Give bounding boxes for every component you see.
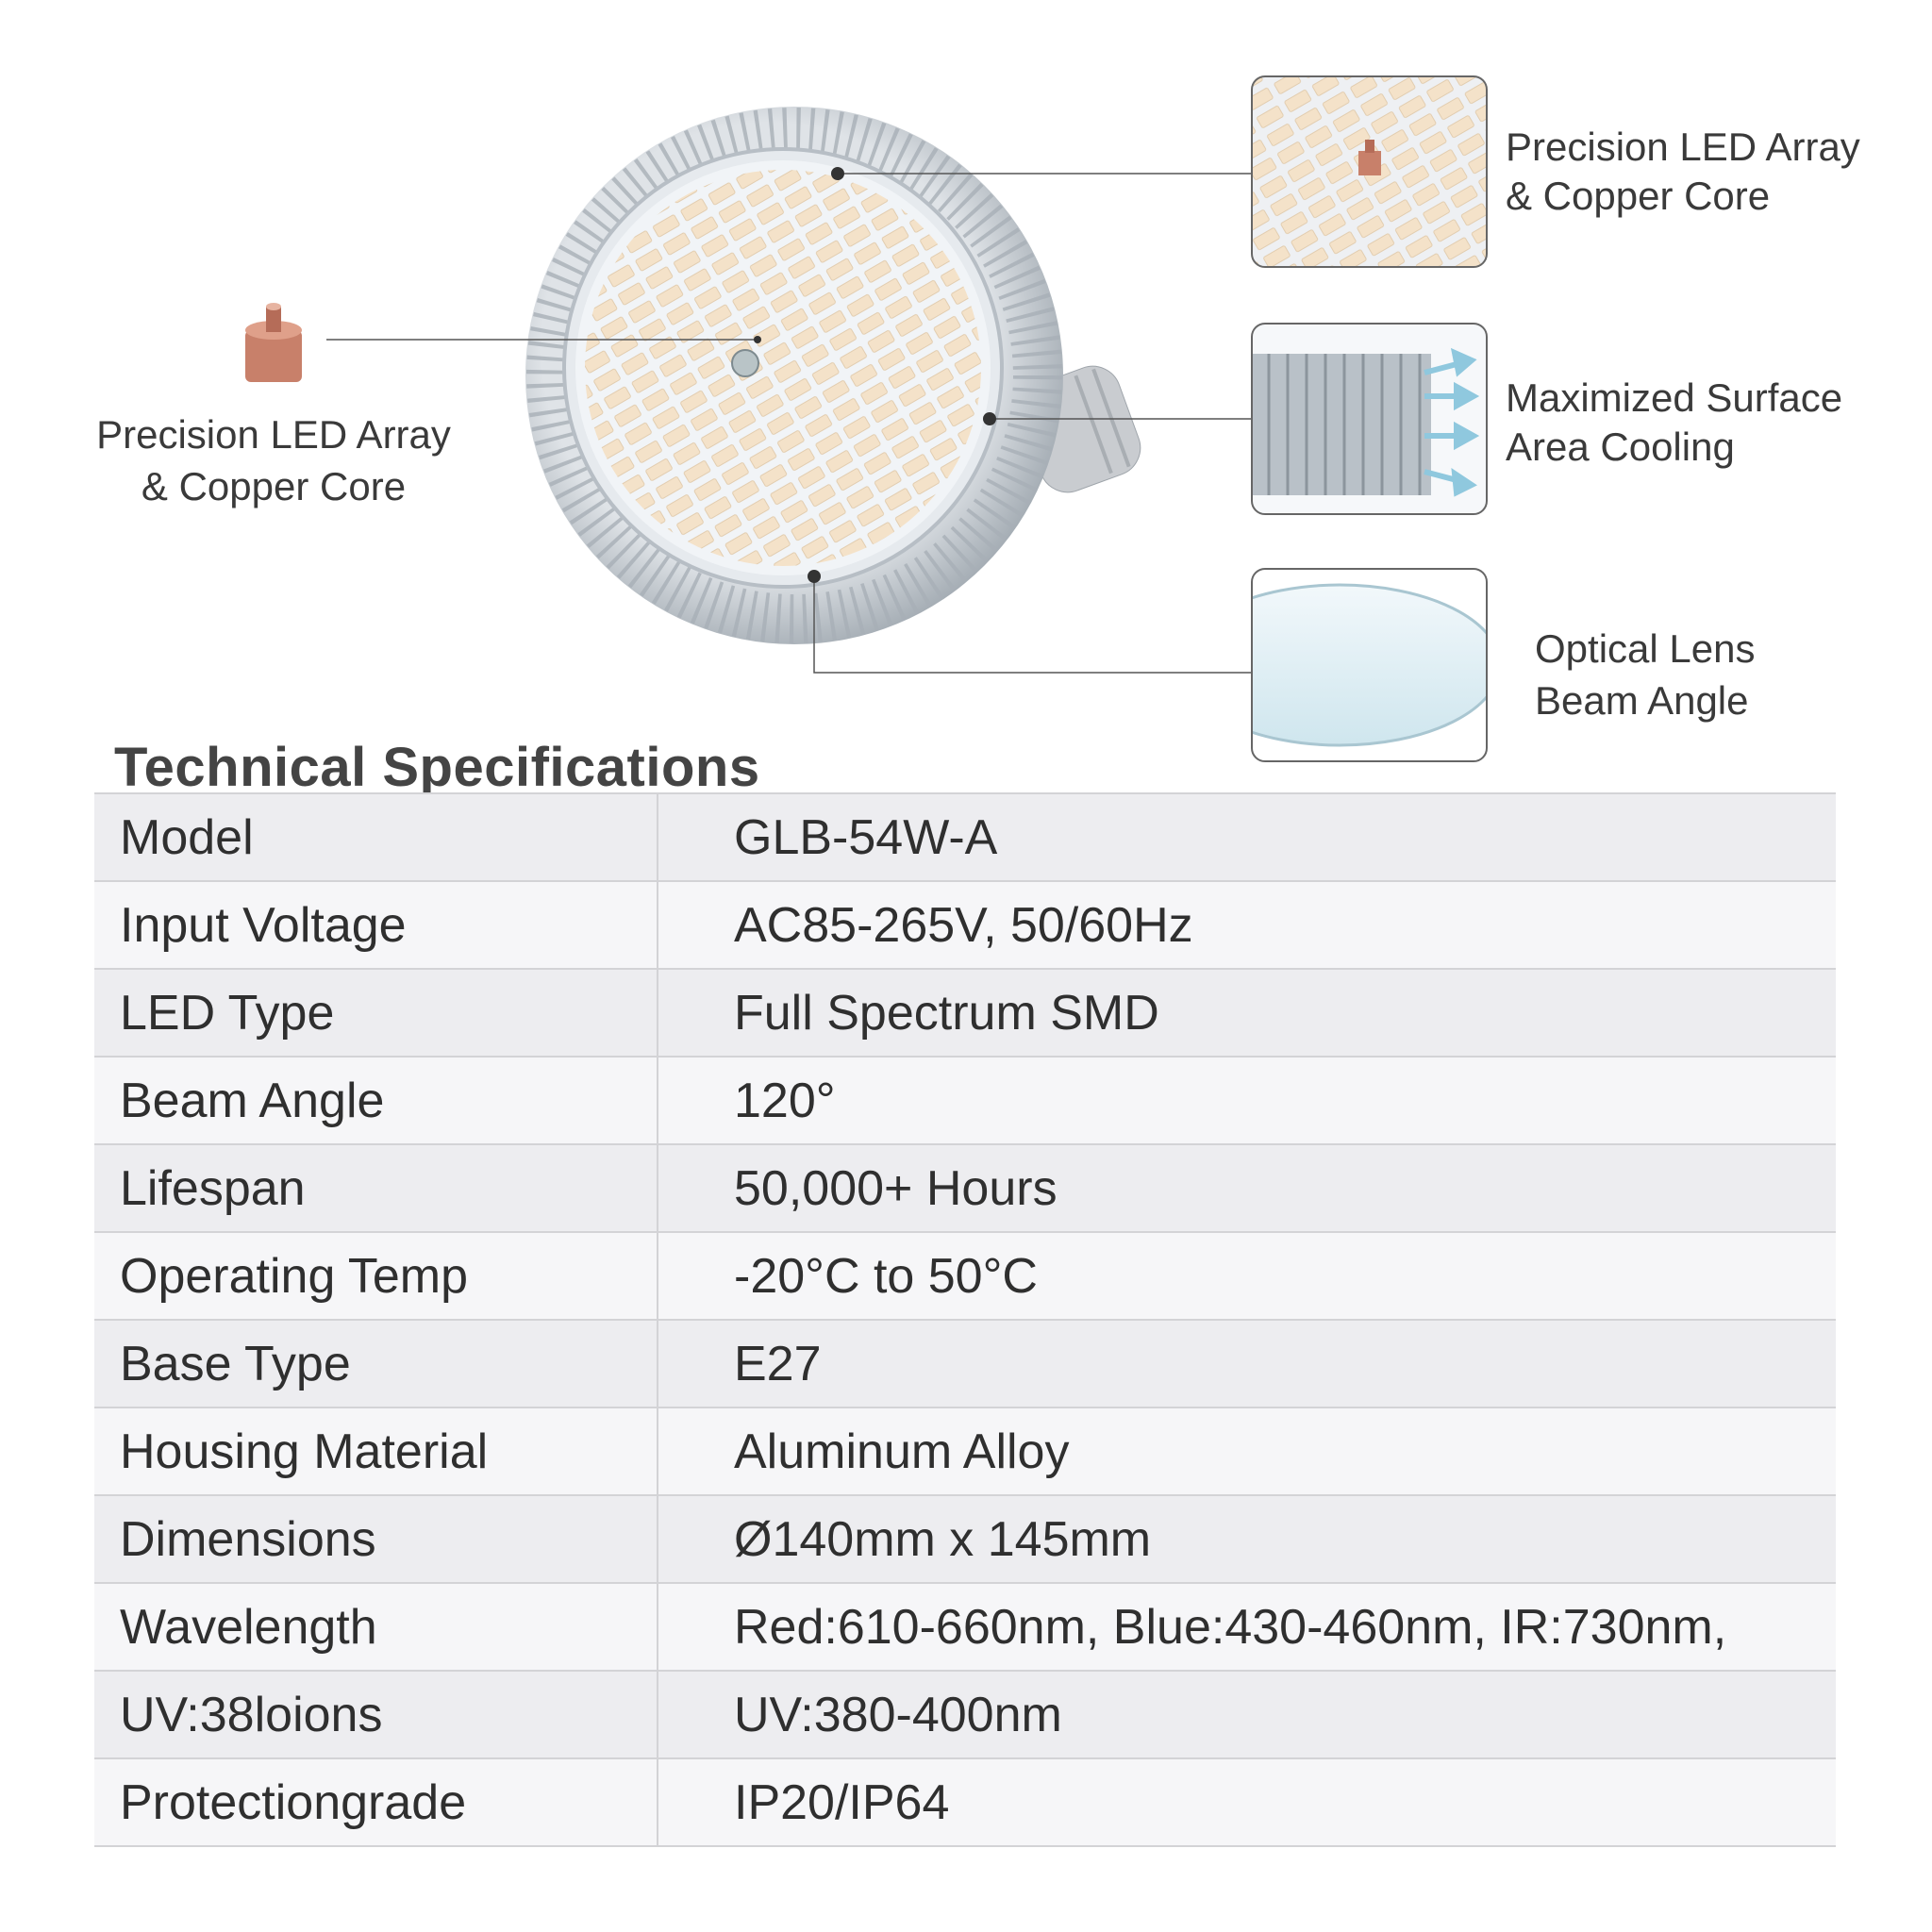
- label-cell: Operating Temp: [94, 1233, 658, 1319]
- spec-value: 50,000+ Hours: [734, 1160, 1058, 1216]
- label-cell: Model: [94, 794, 658, 880]
- callout-line: Optical Lens: [1535, 626, 1755, 671]
- spec-value: Ø140mm x 145mm: [734, 1511, 1152, 1567]
- spec-value: Aluminum Alloy: [734, 1424, 1070, 1479]
- callout-line: Precision LED Array: [96, 412, 451, 457]
- table-row: Operating Temp -20°C to 50°C: [94, 1233, 1836, 1321]
- table-row: Beam Angle 120°: [94, 1058, 1836, 1145]
- callout-line: & Copper Core: [1506, 174, 1770, 218]
- leader-lines: [326, 173, 1252, 674]
- detail-fins: [1252, 324, 1487, 514]
- spec-value: UV:380-400nm: [734, 1687, 1062, 1742]
- spec-label: Base Type: [120, 1336, 351, 1391]
- spec-label: Protectiongrade: [120, 1774, 467, 1830]
- copper-icon: [245, 303, 302, 382]
- table-row: Lifespan 50,000+ Hours: [94, 1145, 1836, 1233]
- spec-value: 120°: [734, 1073, 836, 1128]
- label-cell: UV:38loions: [94, 1672, 658, 1757]
- table-row: Protectiongrade IP20/IP64: [94, 1759, 1836, 1847]
- table-row: Base Type E27: [94, 1321, 1836, 1408]
- section-title: Technical Specifications: [114, 737, 760, 798]
- label-cell: Beam Angle: [94, 1058, 658, 1143]
- spec-label: LED Type: [120, 985, 335, 1041]
- spec-label: Input Voltage: [120, 897, 407, 953]
- label-cell: Base Type: [94, 1321, 658, 1407]
- label-cell: Wavelength: [94, 1584, 658, 1670]
- spec-value: AC85-265V, 50/60Hz: [734, 897, 1193, 953]
- spec-value: Red:610-660nm, Blue:430-460nm, IR:730nm,: [734, 1599, 1727, 1655]
- label-cell: Dimensions: [94, 1496, 658, 1582]
- table-row: UV:38loions UV:380-400nm: [94, 1672, 1836, 1759]
- callout-line: & Copper Core: [142, 464, 406, 508]
- label-cell: Protectiongrade: [94, 1759, 658, 1845]
- label-cell: Housing Material: [94, 1408, 658, 1494]
- table-row: Input Voltage AC85-265V, 50/60Hz: [94, 882, 1836, 970]
- detail-leds: [1252, 76, 1487, 267]
- callout-line: Maximized Surface: [1506, 375, 1842, 420]
- label-cell: Lifespan: [94, 1145, 658, 1231]
- spec-label: Operating Temp: [120, 1248, 469, 1304]
- label-cell: LED Type: [94, 970, 658, 1056]
- callout-line: Precision LED Array: [1506, 125, 1860, 169]
- illustration: Precision LED Array & Copper Core: [96, 75, 1860, 762]
- table-row: Dimensions Ø140mm x 145mm: [94, 1496, 1836, 1584]
- spec-value: E27: [734, 1336, 822, 1391]
- spec-value: Full Spectrum SMD: [734, 985, 1159, 1041]
- spec-label: Wavelength: [120, 1599, 377, 1655]
- spec-label: UV:38loions: [120, 1687, 383, 1742]
- callout-line: Area Cooling: [1506, 425, 1735, 469]
- spec-label: Beam Angle: [120, 1073, 385, 1128]
- table-row: LED Type Full Spectrum SMD: [94, 970, 1836, 1058]
- table-row: Wavelength Red:610-660nm, Blue:430-460nm,…: [94, 1584, 1836, 1672]
- spec-label: Housing Material: [120, 1424, 489, 1479]
- spec-value: IP20/IP64: [734, 1774, 950, 1830]
- spec-value: GLB-54W-A: [734, 809, 998, 865]
- detail-lens: [1252, 569, 1487, 761]
- leader-dots: [754, 167, 996, 583]
- spec-label: Model: [120, 809, 254, 865]
- callout-line: Beam Angle: [1535, 678, 1749, 723]
- table-row: Model GLB-54W-A: [94, 794, 1836, 882]
- spec-label: Lifespan: [120, 1160, 306, 1216]
- table-row: Housing Material Aluminum Alloy: [94, 1408, 1836, 1496]
- spec-value: -20°C to 50°C: [734, 1248, 1038, 1304]
- spec-label: Dimensions: [120, 1511, 376, 1567]
- spec-table: Model GLB-54W-A Input Voltage AC85-265V, 50…: [94, 792, 1836, 1847]
- bulb: [525, 107, 1141, 644]
- label-cell: Input Voltage: [94, 882, 658, 968]
